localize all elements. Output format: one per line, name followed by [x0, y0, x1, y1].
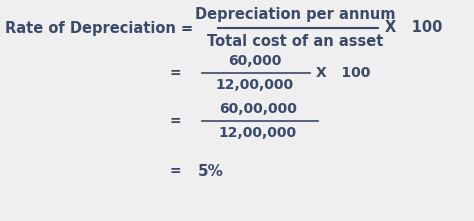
Text: X   100: X 100 — [316, 66, 370, 80]
Text: Total cost of an asset: Total cost of an asset — [207, 34, 383, 48]
Text: Rate of Depreciation =: Rate of Depreciation = — [5, 21, 198, 36]
Text: 60,000: 60,000 — [228, 54, 282, 68]
Text: =: = — [169, 114, 181, 128]
Text: 12,00,000: 12,00,000 — [216, 78, 294, 92]
Text: 5%: 5% — [198, 164, 224, 179]
Text: =: = — [169, 164, 181, 178]
Text: 12,00,000: 12,00,000 — [219, 126, 297, 140]
Text: Depreciation per annum: Depreciation per annum — [195, 8, 395, 23]
Text: 60,00,000: 60,00,000 — [219, 102, 297, 116]
Text: =: = — [169, 66, 181, 80]
Text: X   100: X 100 — [385, 21, 442, 36]
